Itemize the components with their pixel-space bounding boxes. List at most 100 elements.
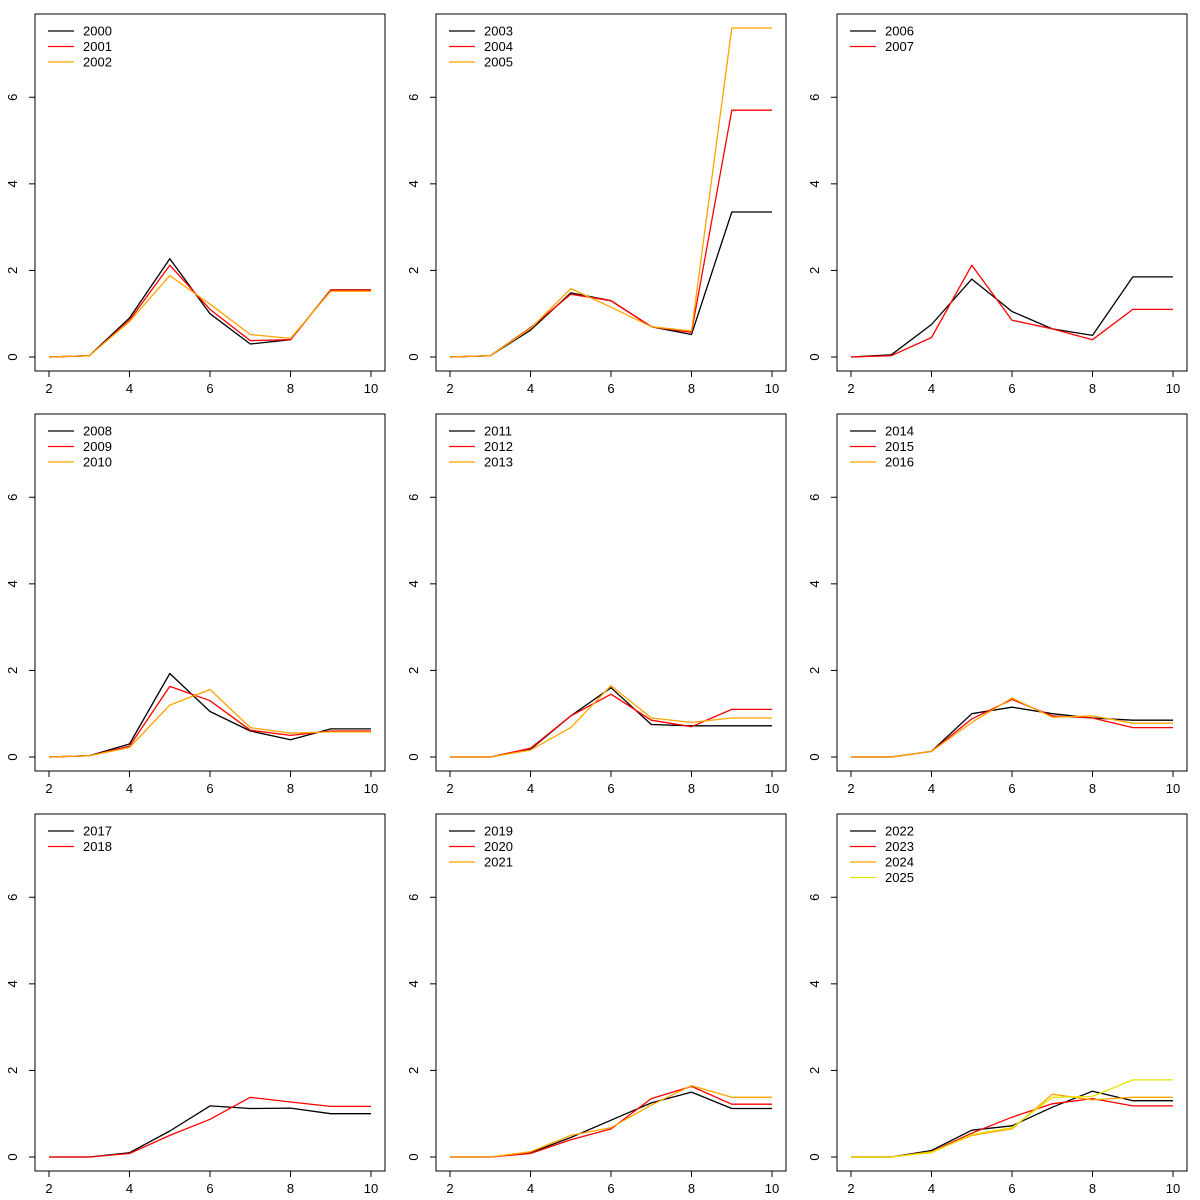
x-tick-label: 6 (206, 781, 213, 796)
legend-label: 2018 (83, 839, 112, 854)
legend-label: 2011 (484, 424, 512, 439)
y-tick-label: 4 (406, 180, 421, 187)
series-line-2017 (49, 1105, 371, 1158)
x-tick-label: 8 (287, 1181, 294, 1196)
y-tick-label: 4 (807, 980, 822, 987)
series-line-2022 (851, 1090, 1173, 1158)
x-tick-label: 4 (928, 781, 935, 796)
x-tick-label: 4 (527, 1181, 534, 1196)
legend-label: 2016 (885, 455, 914, 470)
x-tick-label: 2 (446, 781, 453, 796)
y-tick-label: 4 (807, 180, 822, 187)
y-tick-label: 6 (406, 94, 421, 101)
x-tick-label: 8 (688, 1181, 695, 1196)
x-tick-label: 8 (688, 781, 695, 796)
y-tick-label: 6 (406, 894, 421, 901)
series-line-2013 (450, 684, 772, 758)
x-tick-label: 2 (45, 381, 52, 396)
legend-label: 2000 (83, 24, 112, 39)
series-line-2000 (48, 258, 371, 358)
y-tick-label: 0 (406, 1153, 421, 1160)
series-line-2020 (450, 1085, 772, 1158)
series-line-2007 (850, 264, 1173, 358)
x-tick-label: 8 (1089, 781, 1096, 796)
x-tick-label: 6 (607, 381, 614, 396)
legend-label: 2022 (885, 824, 914, 839)
legend-label: 2014 (885, 424, 914, 439)
x-tick-label: 6 (1008, 781, 1015, 796)
x-tick-label: 6 (1008, 1181, 1015, 1196)
y-tick-label: 6 (5, 894, 20, 901)
legend-label: 2002 (83, 55, 112, 70)
y-tick-label: 0 (807, 753, 822, 760)
series-line-2015 (851, 698, 1173, 758)
y-tick-label: 4 (406, 980, 421, 987)
x-tick-label: 8 (1089, 1181, 1096, 1196)
y-tick-label: 6 (5, 94, 20, 101)
y-tick-label: 2 (807, 267, 822, 274)
x-tick-label: 2 (446, 381, 453, 396)
series-line-2010 (48, 688, 371, 758)
legend-label: 2025 (885, 870, 914, 885)
y-tick-label: 4 (5, 180, 20, 187)
legend-label: 2015 (885, 439, 914, 454)
series-line-2008 (48, 672, 371, 758)
series-line-2014 (851, 706, 1173, 758)
x-tick-label: 4 (126, 781, 133, 796)
legend-label: 2017 (83, 824, 112, 839)
y-tick-label: 6 (406, 494, 421, 501)
x-tick-label: 4 (527, 781, 534, 796)
y-tick-label: 4 (807, 580, 822, 587)
x-tick-label: 10 (1166, 1181, 1180, 1196)
y-tick-label: 2 (406, 1067, 421, 1074)
series-line-2021 (450, 1084, 772, 1158)
x-tick-label: 8 (688, 381, 695, 396)
legend-label: 2007 (885, 39, 914, 54)
plot-frame (836, 13, 1188, 372)
y-tick-label: 2 (406, 667, 421, 674)
x-tick-label: 10 (765, 381, 779, 396)
series-line-2019 (450, 1091, 772, 1158)
legend-label: 2021 (484, 855, 513, 870)
legend-label: 2001 (83, 39, 112, 54)
series-line-2009 (48, 685, 371, 758)
y-tick-label: 6 (807, 94, 822, 101)
legend-label: 2024 (885, 855, 914, 870)
legend-label: 2006 (885, 24, 914, 39)
x-tick-label: 6 (206, 381, 213, 396)
y-tick-label: 2 (5, 267, 20, 274)
y-tick-label: 4 (5, 580, 20, 587)
y-tick-label: 0 (5, 1153, 20, 1160)
series-line-2011 (450, 687, 772, 758)
series-line-2018 (49, 1096, 371, 1158)
plot-frame (34, 813, 386, 1172)
series-line-2016 (851, 697, 1173, 758)
y-tick-label: 2 (5, 667, 20, 674)
x-tick-label: 4 (928, 381, 935, 396)
x-tick-label: 6 (607, 1181, 614, 1196)
y-tick-label: 0 (807, 1153, 822, 1160)
legend-label: 2012 (484, 439, 513, 454)
legend-label: 2010 (83, 455, 112, 470)
y-tick-label: 6 (807, 894, 822, 901)
x-tick-label: 8 (287, 381, 294, 396)
legend-label: 2019 (484, 824, 513, 839)
x-tick-label: 4 (126, 381, 133, 396)
y-tick-label: 0 (406, 353, 421, 360)
x-tick-label: 6 (1008, 381, 1015, 396)
legend-label: 2004 (484, 39, 513, 54)
x-tick-label: 10 (765, 1181, 779, 1196)
x-tick-label: 6 (607, 781, 614, 796)
y-tick-label: 2 (807, 667, 822, 674)
series-line-2003 (449, 211, 772, 358)
series-line-2025 (851, 1079, 1173, 1158)
y-tick-label: 0 (406, 753, 421, 760)
y-tick-label: 2 (406, 267, 421, 274)
